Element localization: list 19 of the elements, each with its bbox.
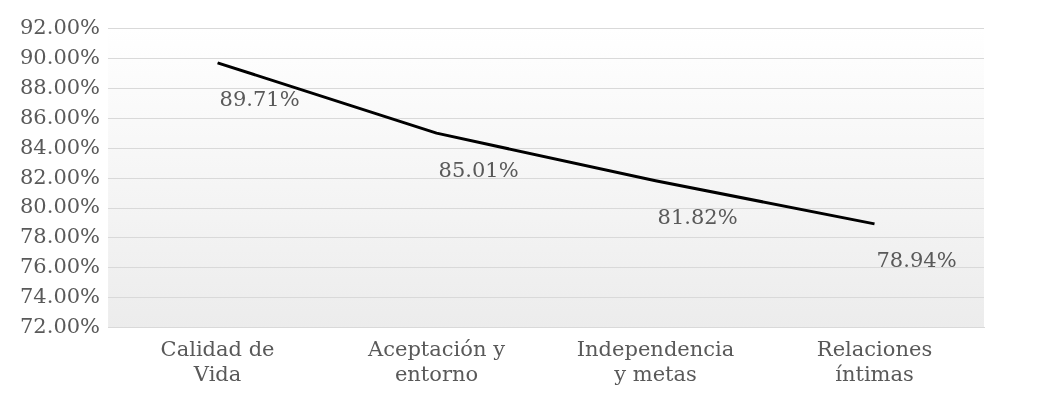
y-tick-label: 82.00% bbox=[19, 164, 101, 189]
y-tick-label: 74.00% bbox=[19, 284, 101, 309]
y-tick-label: 80.00% bbox=[19, 194, 101, 219]
x-tick-label: Aceptación y entorno bbox=[367, 336, 506, 386]
y-tick-label: 76.00% bbox=[19, 254, 101, 279]
y-tick-label: 84.00% bbox=[19, 134, 101, 159]
y-tick-label: 90.00% bbox=[19, 44, 101, 69]
data-label: 85.01% bbox=[438, 157, 519, 182]
y-tick-label: 72.00% bbox=[19, 314, 101, 339]
y-tick-label: 92.00% bbox=[19, 15, 101, 40]
y-tick-label: 86.00% bbox=[19, 104, 101, 129]
y-tick-label: 88.00% bbox=[19, 74, 101, 99]
x-tick-label: Relaciones íntimas bbox=[816, 336, 933, 386]
y-tick-label: 78.00% bbox=[19, 224, 101, 249]
data-label: 81.82% bbox=[657, 205, 738, 230]
data-label: 89.71% bbox=[219, 87, 300, 112]
data-label: 78.94% bbox=[876, 248, 957, 273]
x-tick-label: Independencia y metas bbox=[576, 336, 735, 386]
x-tick-label: Calidad de Vida bbox=[160, 336, 275, 386]
